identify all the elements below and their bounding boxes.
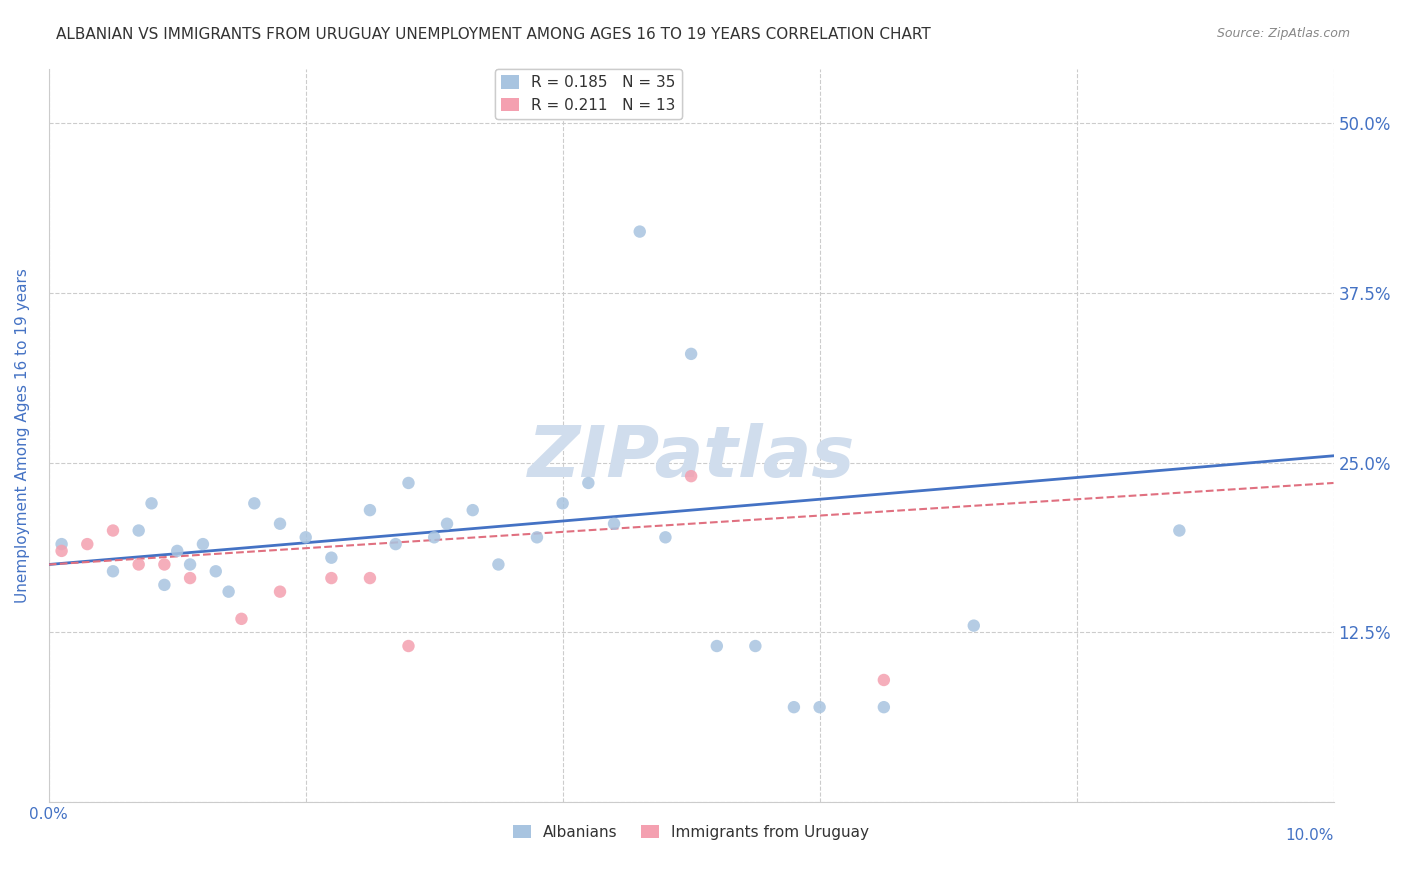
Point (269, 516, 291, 531)
Point (628, 225, 651, 239)
Point (576, 475, 599, 490)
Point (681, 347, 703, 361)
Point (423, 530, 446, 544)
Point (359, 571, 381, 585)
Point (808, 700, 831, 714)
Point (51, 537, 73, 551)
Point (551, 496, 574, 510)
Point (179, 571, 201, 585)
Point (141, 496, 163, 510)
Point (153, 578, 176, 592)
Point (321, 571, 343, 585)
Point (231, 612, 253, 626)
Point (359, 503, 381, 517)
Point (526, 530, 548, 544)
Point (486, 558, 509, 572)
Point (1168, 524, 1191, 538)
Point (321, 550, 343, 565)
Point (873, 700, 896, 714)
Point (101, 564, 124, 578)
Text: Source: ZipAtlas.com: Source: ZipAtlas.com (1216, 27, 1350, 40)
Text: ALBANIAN VS IMMIGRANTS FROM URUGUAY UNEMPLOYMENT AMONG AGES 16 TO 19 YEARS CORRE: ALBANIAN VS IMMIGRANTS FROM URUGUAY UNEM… (56, 27, 931, 42)
Point (398, 475, 420, 490)
Point (243, 496, 266, 510)
Point (398, 639, 420, 653)
Point (436, 516, 458, 531)
Point (294, 530, 316, 544)
Point (873, 673, 896, 687)
Point (191, 537, 214, 551)
Point (681, 469, 703, 483)
Text: 10.0%: 10.0% (1285, 828, 1333, 843)
Point (706, 639, 728, 653)
Text: ZIPatlas: ZIPatlas (527, 423, 855, 491)
Point (603, 516, 626, 531)
Point (783, 700, 806, 714)
Point (166, 544, 188, 558)
Y-axis label: Unemployment Among Ages 16 to 19 years: Unemployment Among Ages 16 to 19 years (15, 268, 30, 603)
Point (128, 524, 150, 538)
Point (76, 537, 98, 551)
Point (269, 584, 291, 599)
Point (153, 558, 176, 572)
Point (128, 558, 150, 572)
Point (461, 503, 484, 517)
Point (51, 544, 73, 558)
Legend: R = 0.185   N = 35, R = 0.211   N = 13: R = 0.185 N = 35, R = 0.211 N = 13 (495, 69, 682, 119)
Point (179, 558, 201, 572)
Point (744, 639, 766, 653)
Point (204, 564, 226, 578)
Point (218, 584, 240, 599)
Point (384, 537, 406, 551)
Point (101, 524, 124, 538)
Point (654, 530, 676, 544)
Point (963, 618, 986, 632)
